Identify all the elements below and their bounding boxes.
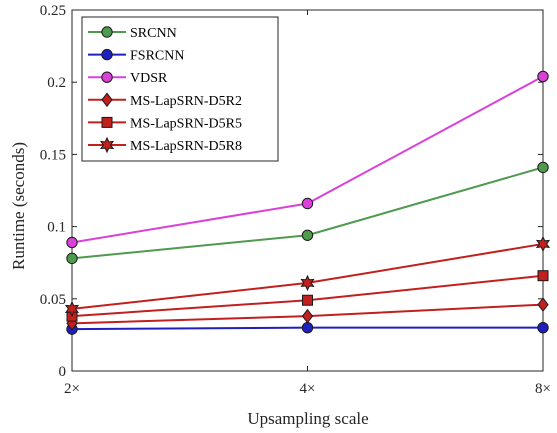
legend-label: MS-LapSRN-D5R5 xyxy=(130,116,242,131)
legend-item: SRCNN xyxy=(88,26,177,41)
series-ms-lapsrn-d5r2 xyxy=(66,297,549,331)
legend-label: MS-LapSRN-D5R2 xyxy=(130,94,242,109)
y-axis-title: Runtime (seconds) xyxy=(9,142,28,270)
series-layer xyxy=(64,70,551,335)
legend-marker xyxy=(101,92,113,108)
legend-marker xyxy=(101,48,113,61)
legend-marker xyxy=(101,116,113,128)
legend-marker xyxy=(101,71,113,83)
data-point xyxy=(66,252,78,265)
legend-item: MS-LapSRN-D5R8 xyxy=(88,136,242,154)
y-tick-label: 0.15 xyxy=(40,147,66,163)
data-point xyxy=(301,308,314,324)
legend-item: VDSR xyxy=(88,71,168,86)
x-tick-label: 2× xyxy=(64,381,80,397)
data-point xyxy=(537,161,549,174)
series-ms-lapsrn-d5r8 xyxy=(64,235,551,318)
y-tick-label: 0.1 xyxy=(47,220,66,236)
data-point xyxy=(300,274,315,292)
legend-item: FSRCNN xyxy=(88,49,184,64)
data-point xyxy=(66,236,78,249)
data-point xyxy=(301,321,314,334)
series-srcnn xyxy=(66,161,549,265)
legend-box xyxy=(81,16,279,162)
legend-label: VDSR xyxy=(130,71,168,86)
legend-item: MS-LapSRN-D5R2 xyxy=(88,92,242,109)
data-point xyxy=(537,297,549,312)
data-point xyxy=(301,229,314,241)
y-tick-label: 0.25 xyxy=(40,3,66,19)
data-point xyxy=(302,294,313,306)
y-tick-label: 0 xyxy=(59,364,67,380)
legend-marker xyxy=(101,26,113,38)
legend-item: MS-LapSRN-D5R5 xyxy=(88,116,242,131)
y-tick-label: 0.05 xyxy=(40,292,66,308)
x-tick-label: 4× xyxy=(300,381,316,397)
legend-label: MS-LapSRN-D5R8 xyxy=(130,139,242,154)
data-point xyxy=(535,235,551,253)
data-point xyxy=(537,270,549,282)
legend: SRCNN FSRCNN VDSR MS-LapSRN-D5R2 MS-LapSRN-D… xyxy=(81,16,279,162)
data-point xyxy=(537,321,549,334)
legend-marker xyxy=(99,136,115,154)
legend-label: SRCNN xyxy=(130,26,177,41)
y-tick-label: 0.2 xyxy=(47,75,66,91)
data-point xyxy=(64,300,80,318)
legend-label: FSRCNN xyxy=(130,49,184,64)
x-tick-label: 8× xyxy=(535,381,551,397)
axes: 0 0.05 0.1 0.15 0.2 0.25 2× 4× 8× xyxy=(40,3,551,397)
data-point xyxy=(537,70,549,83)
series-vdsr xyxy=(66,70,549,249)
x-axis-title: Upsampling scale xyxy=(247,409,368,428)
data-point xyxy=(301,197,314,210)
